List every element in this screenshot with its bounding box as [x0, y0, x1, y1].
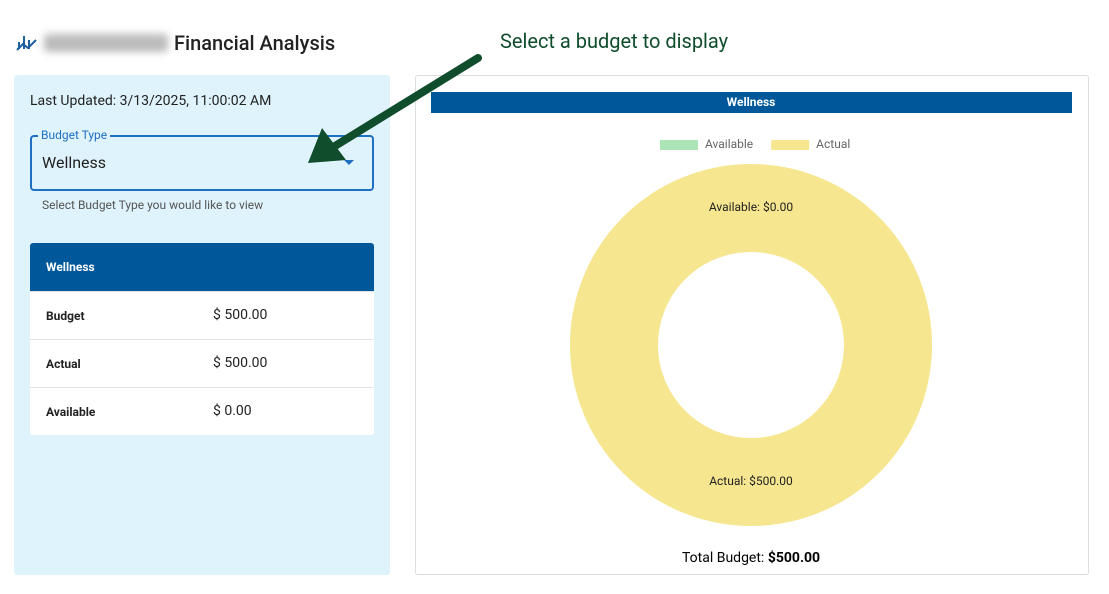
table-title: Wellness — [30, 243, 374, 291]
logo-icon — [16, 36, 37, 51]
table-row: Budget $ 500.00 — [30, 291, 374, 340]
row-value: $ 500.00 — [213, 355, 268, 371]
row-value: $ 500.00 — [213, 307, 268, 323]
row-label: Budget — [46, 309, 85, 323]
chart-title: Wellness — [727, 95, 776, 109]
total-value: $500.00 — [768, 549, 820, 566]
annotation: Select a budget to display — [500, 29, 729, 53]
legend-label: Actual — [816, 137, 850, 151]
dropdown-caret[interactable] — [344, 160, 354, 165]
chart-panel — [415, 75, 1089, 575]
slice-label: Actual: $500.00 — [709, 474, 793, 488]
last-updated: Last Updated: 3/13/2025, 11:00:02 AM — [30, 93, 272, 109]
budget-table: Wellness Budget $ 500.00 Actual $ 500.00 Ava… — [30, 243, 374, 435]
legend-label: Available — [705, 137, 753, 151]
budget-select[interactable] — [30, 135, 374, 191]
table-row: Actual $ 500.00 — [30, 339, 374, 388]
blurred-name — [44, 34, 168, 52]
helper-text: Select Budget Type you would like to vie… — [42, 198, 264, 212]
total-label-text: Total Budget: — [682, 550, 764, 566]
page-title: Financial Analysis — [174, 31, 336, 55]
donut-slice — [568, 161, 934, 529]
annotation-arrow — [308, 54, 482, 163]
legend-swatch — [660, 140, 698, 150]
row-label: Actual — [46, 357, 81, 371]
chart-title-bar — [431, 92, 1072, 113]
legend-swatch — [771, 140, 810, 150]
row-value: $ 0.00 — [213, 403, 252, 419]
select-label: Budget Type — [38, 128, 111, 142]
slice-label: Available: $0.00 — [709, 200, 793, 214]
select-value[interactable]: Wellness — [42, 153, 107, 172]
total-label: Total Budget: $500.00 — [682, 549, 820, 566]
table-row: Available $ 0.00 — [30, 387, 374, 435]
row-label: Available — [46, 405, 96, 419]
